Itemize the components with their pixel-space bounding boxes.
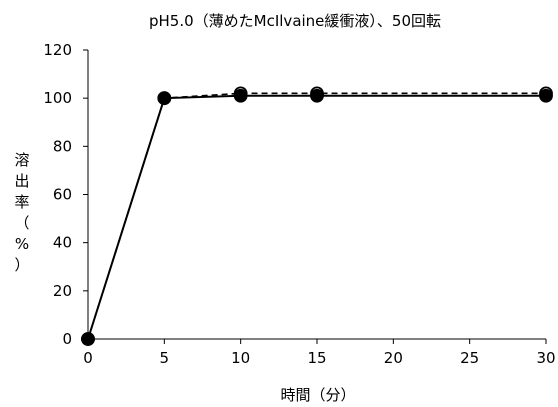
y-tick-label: 0 — [62, 330, 72, 348]
y-tick-label: 100 — [43, 89, 72, 107]
y-tick-label: 60 — [53, 186, 72, 204]
y-tick-label: 40 — [53, 234, 72, 252]
series-line-1 — [87, 94, 546, 340]
x-tick-label: 5 — [160, 349, 170, 367]
series-1-point — [233, 88, 248, 103]
y-axis-title-char: （ — [14, 214, 30, 232]
x-tick-label: 10 — [231, 349, 250, 367]
x-tick-label: 15 — [307, 349, 326, 367]
y-axis-title-char: % — [14, 235, 30, 253]
y-tick-label: 20 — [53, 282, 72, 300]
y-axis-title-char: 溶 — [14, 151, 30, 169]
y-axis-title-char: 出 — [14, 172, 30, 190]
series-1-point — [310, 88, 324, 103]
series-1-point — [157, 91, 172, 106]
y-tick-label: 80 — [53, 137, 72, 155]
x-tick-label: 30 — [536, 349, 555, 367]
y-axis-title-char: ） — [14, 256, 30, 274]
chart-title: pH5.0（薄めたMcIlvaine緩衝液）、50回転 — [149, 12, 441, 30]
series-line-2 — [87, 92, 546, 340]
x-tick-label: 20 — [384, 349, 403, 367]
y-tick-label: 120 — [43, 41, 72, 59]
series-1-point — [539, 88, 553, 103]
x-tick-label: 0 — [83, 349, 93, 367]
y-axis-title: 溶出率 （% ） — [12, 150, 32, 276]
x-tick-label: 25 — [460, 349, 479, 367]
y-axis-title-char: 率 — [14, 193, 30, 211]
series-1-point — [81, 332, 95, 346]
x-axis-title: 時間（分） — [280, 386, 355, 404]
